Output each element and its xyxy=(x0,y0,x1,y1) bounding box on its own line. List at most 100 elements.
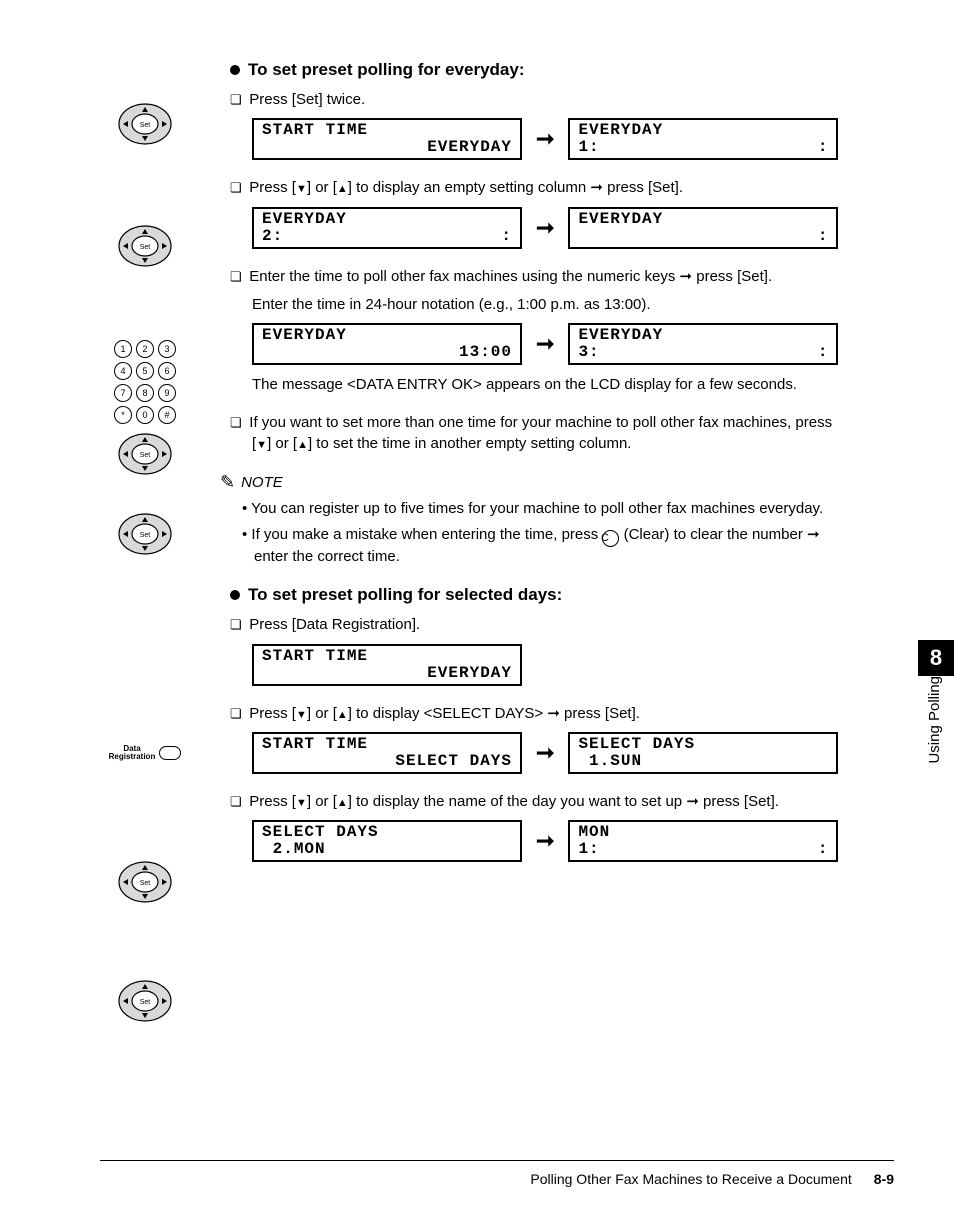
svg-text:Set: Set xyxy=(140,880,151,887)
lcd-line: 2:: xyxy=(262,228,512,245)
lcd-line: 1.SUN xyxy=(578,753,828,770)
lcd-line: EVERYDAY xyxy=(578,211,828,228)
note-list: You can register up to five times for yo… xyxy=(242,499,844,568)
down-triangle-icon xyxy=(296,705,307,722)
lcd-display: START TIME EVERYDAY xyxy=(252,644,522,686)
lcd-line: 1:: xyxy=(578,841,828,858)
note-label: NOTE xyxy=(241,474,283,491)
lcd-display: MON 1:: xyxy=(568,820,838,862)
arrow-icon: ➞ xyxy=(532,828,558,854)
arrow-icon xyxy=(807,526,820,543)
up-triangle-icon xyxy=(337,179,348,196)
step-text: Press [] or [] to display an empty setti… xyxy=(252,178,844,198)
lcd-display: EVERYDAY : xyxy=(568,207,838,249)
step-4: If you want to set more than one time fo… xyxy=(230,413,844,454)
lcd-row: START TIME EVERYDAY xyxy=(252,644,844,686)
step-7: Press [] or [] to display the name of th… xyxy=(230,792,844,862)
arrow-icon: ➞ xyxy=(532,331,558,357)
svg-text:Set: Set xyxy=(140,244,151,251)
key-5: 5 xyxy=(136,362,154,380)
up-triangle-icon xyxy=(297,435,308,452)
lcd-display: EVERYDAY 3:: xyxy=(568,323,838,365)
chapter-number: 8 xyxy=(918,640,954,676)
footer: Polling Other Fax Machines to Receive a … xyxy=(100,1160,894,1187)
key-2: 2 xyxy=(136,340,154,358)
nav-set-icon: Set xyxy=(105,977,185,1025)
heading-everyday: To set preset polling for everyday: xyxy=(230,60,844,80)
lcd-line: 2.MON xyxy=(262,841,512,858)
up-triangle-icon xyxy=(337,793,348,810)
lcd-line: EVERYDAY xyxy=(262,327,512,344)
lcd-line: MON xyxy=(578,824,828,841)
step-text: Press [] or [] to display the name of th… xyxy=(252,792,844,812)
note-item: If you make a mistake when entering the … xyxy=(254,525,844,567)
key-6: 6 xyxy=(158,362,176,380)
bullet-icon xyxy=(230,65,240,75)
main-content: To set preset polling for everyday: Pres… xyxy=(230,60,914,862)
lcd-line: EVERYDAY xyxy=(262,211,512,228)
step-3: Enter the time to poll other fax machine… xyxy=(230,267,844,396)
clear-icon: C xyxy=(602,530,619,547)
nav-set-icon: Set xyxy=(105,100,185,148)
arrow-icon xyxy=(547,705,560,722)
lcd-line: 13:00 xyxy=(262,344,512,361)
step-text: Enter the time to poll other fax machine… xyxy=(252,267,844,287)
step-6: Press [] or [] to display <SELECT DAYS> … xyxy=(230,704,844,774)
step-text: If you want to set more than one time fo… xyxy=(252,413,844,454)
key-star: * xyxy=(114,406,132,424)
data-registration-label: DataRegistration xyxy=(109,745,156,762)
pencil-icon: ✎ xyxy=(220,472,235,493)
lcd-display: START TIME EVERYDAY xyxy=(252,118,522,160)
chapter-label: Using Polling xyxy=(918,676,951,774)
step-text: Press [Data Registration]. xyxy=(252,615,844,635)
lcd-display: START TIME SELECT DAYS xyxy=(252,732,522,774)
arrow-icon: ➞ xyxy=(532,740,558,766)
lcd-line: SELECT DAYS xyxy=(262,824,512,841)
heading-text: To set preset polling for everyday: xyxy=(248,60,524,80)
key-9: 9 xyxy=(158,384,176,402)
lcd-display: SELECT DAYS 1.SUN xyxy=(568,732,838,774)
key-7: 7 xyxy=(114,384,132,402)
lcd-line: 1:: xyxy=(578,139,828,156)
footer-title: Polling Other Fax Machines to Receive a … xyxy=(530,1171,851,1187)
lcd-line: EVERYDAY xyxy=(262,665,512,682)
nav-set-icon: Set xyxy=(105,222,185,270)
key-4: 4 xyxy=(114,362,132,380)
lcd-line: EVERYDAY xyxy=(578,122,828,139)
sub-text: Enter the time in 24-hour notation (e.g.… xyxy=(252,295,844,315)
lcd-row: START TIME SELECT DAYS ➞ SELECT DAYS 1.S… xyxy=(252,732,844,774)
heading-text: To set preset polling for selected days: xyxy=(248,585,562,605)
note-item: You can register up to five times for yo… xyxy=(254,499,844,519)
step-5: Press [Data Registration]. START TIME EV… xyxy=(230,615,844,685)
step-text: Press [Set] twice. xyxy=(252,90,844,110)
nav-set-icon: Set xyxy=(105,510,185,558)
lcd-line: 3:: xyxy=(578,344,828,361)
key-3: 3 xyxy=(158,340,176,358)
data-registration-icon: DataRegistration xyxy=(105,745,185,762)
note-heading: ✎ NOTE xyxy=(220,472,844,493)
lcd-line: SELECT DAYS xyxy=(578,736,828,753)
svg-text:Set: Set xyxy=(140,532,151,539)
step-text: Press [] or [] to display <SELECT DAYS> … xyxy=(252,704,844,724)
down-triangle-icon xyxy=(256,435,267,452)
lcd-line: START TIME xyxy=(262,648,512,665)
key-0: 0 xyxy=(136,406,154,424)
lcd-display: EVERYDAY 13:00 xyxy=(252,323,522,365)
arrow-icon xyxy=(686,793,699,810)
arrow-icon: ➞ xyxy=(532,215,558,241)
lcd-line: : xyxy=(578,228,828,245)
step-2: Press [] or [] to display an empty setti… xyxy=(230,178,844,248)
lcd-row: EVERYDAY 13:00 ➞ EVERYDAY 3:: xyxy=(252,323,844,365)
down-triangle-icon xyxy=(296,179,307,196)
bullet-icon xyxy=(230,590,240,600)
lcd-row: EVERYDAY 2:: ➞ EVERYDAY : xyxy=(252,207,844,249)
lcd-row: SELECT DAYS 2.MON ➞ MON 1:: xyxy=(252,820,844,862)
sub-text: The message <DATA ENTRY OK> appears on t… xyxy=(252,375,844,395)
lcd-display: EVERYDAY 2:: xyxy=(252,207,522,249)
keypad-icon: 1 2 3 4 5 6 7 8 9 * 0 # Set xyxy=(105,340,185,478)
lcd-row: START TIME EVERYDAY ➞ EVERYDAY 1:: xyxy=(252,118,844,160)
chapter-tab: 8 Using Polling xyxy=(918,640,954,820)
down-triangle-icon xyxy=(296,793,307,810)
nav-set-icon: Set xyxy=(105,858,185,906)
svg-text:Set: Set xyxy=(140,452,151,459)
